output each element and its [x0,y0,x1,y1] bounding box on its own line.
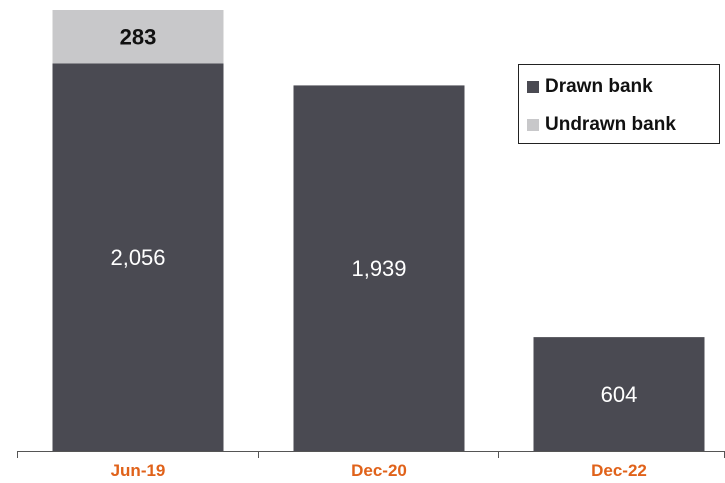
bar-value-label-drawn: 604 [601,382,638,407]
legend-swatch-undrawn [527,119,539,131]
legend: Drawn bank Undrawn bank [518,64,720,144]
legend-label-undrawn: Undrawn bank [545,114,676,135]
bar-value-label-undrawn: 283 [120,25,157,50]
bars-group [52,10,705,452]
bar-drawn-dec-22 [533,337,705,451]
x-tick-label: Jun-19 [111,461,166,480]
x-tick-label: Dec-20 [351,461,407,480]
legend-item-drawn: Drawn bank [527,76,653,98]
legend-swatch-drawn [527,81,539,93]
legend-item-undrawn: Undrawn bank [527,114,676,136]
bar-drawn-dec-20 [293,85,465,452]
bar-value-label-drawn: 2,056 [110,245,165,270]
bar-value-label-drawn: 1,939 [351,256,406,281]
bar-undrawn-jun-19 [52,10,224,64]
legend-label-drawn: Drawn bank [545,76,653,97]
bar-drawn-jun-19 [52,63,224,451]
x-axis [17,451,725,458]
x-tick-label: Dec-22 [591,461,647,480]
labels-group: 2,056 283 Jun-19 1,939 Dec-20 604 Dec-22 [110,25,646,480]
